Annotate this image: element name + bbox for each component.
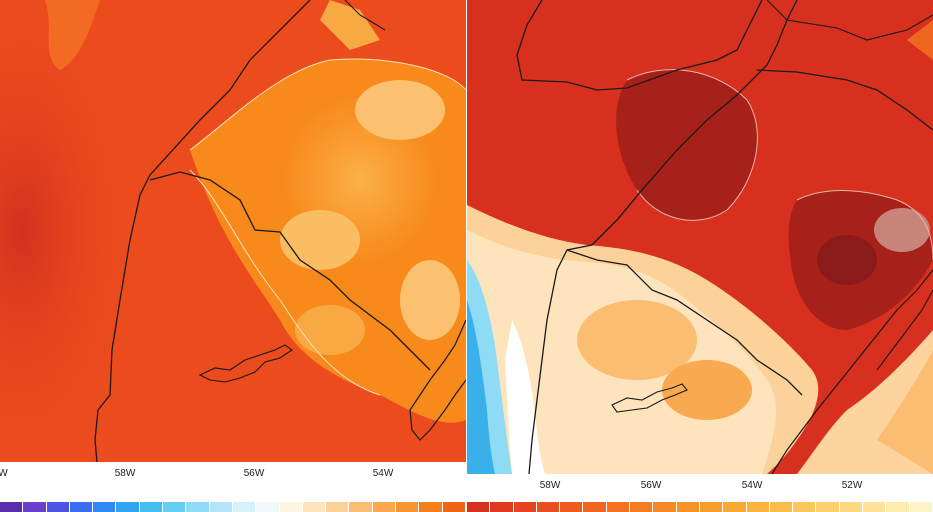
color-scale-swatch	[163, 502, 187, 512]
coastline	[409, 319, 466, 441]
map-panel-right: 58W 56W 54W 52W	[467, 0, 933, 512]
color-scale-swatch	[256, 502, 280, 512]
map-panel-left: W 58W 56W 54W	[0, 0, 466, 512]
color-scale-swatch	[46, 502, 70, 512]
color-scale-swatch	[209, 502, 233, 512]
color-scale-swatch	[793, 502, 817, 512]
color-scale-swatch	[139, 502, 164, 512]
color-scale-swatch	[513, 502, 537, 512]
color-scale-swatch	[0, 502, 24, 512]
state-border	[566, 249, 803, 396]
reservoir	[611, 383, 688, 413]
x-tick-label: 58W	[114, 468, 136, 479]
color-scale-swatch	[583, 502, 607, 512]
color-scale-swatch	[769, 502, 794, 512]
coastline	[876, 289, 933, 371]
country-border	[516, 0, 763, 91]
color-scale-swatch	[326, 502, 350, 512]
panel-divider	[466, 0, 467, 512]
state-border	[149, 171, 431, 371]
color-scale-swatch	[606, 502, 631, 512]
color-scale-swatch	[490, 502, 514, 512]
color-scale-swatch	[863, 502, 887, 512]
x-tick-label: W	[0, 468, 8, 479]
color-scale-swatch	[396, 502, 420, 512]
color-scale-swatch	[279, 502, 303, 512]
x-tick-label: 54W	[741, 480, 763, 491]
reservoir	[198, 344, 293, 383]
x-tick-label: 54W	[372, 468, 394, 479]
color-scale-swatch	[676, 502, 700, 512]
color-scale-swatch	[630, 502, 654, 512]
color-scale-swatch	[186, 502, 210, 512]
color-scale-bar-right	[467, 502, 933, 512]
color-scale-swatch	[232, 502, 257, 512]
color-scale-swatch	[419, 502, 443, 512]
color-scale-swatch	[746, 502, 770, 512]
coastline	[771, 269, 933, 474]
color-scale-swatch	[886, 502, 910, 512]
x-tick-label: 58W	[539, 480, 561, 491]
color-scale-swatch	[816, 502, 840, 512]
color-scale-swatch	[302, 502, 327, 512]
color-scale-swatch	[116, 502, 140, 512]
color-scale-swatch	[23, 502, 47, 512]
color-scale-swatch	[560, 502, 584, 512]
color-scale-swatch	[699, 502, 724, 512]
temperature-map-left	[0, 0, 466, 462]
x-tick-label: 52W	[841, 480, 863, 491]
color-scale-swatch	[839, 502, 864, 512]
color-scale-swatch	[467, 502, 491, 512]
country-border	[528, 0, 798, 474]
state-border	[756, 69, 933, 131]
color-scale-swatch	[723, 502, 747, 512]
country-border	[94, 0, 311, 462]
color-scale-swatch	[909, 502, 933, 512]
color-scale-swatch	[93, 502, 117, 512]
x-tick-label: 56W	[243, 468, 265, 479]
color-scale-swatch	[372, 502, 397, 512]
color-scale-swatch	[349, 502, 373, 512]
color-scale-bar-left	[0, 502, 466, 512]
color-scale-swatch	[69, 502, 94, 512]
color-scale-swatch	[536, 502, 561, 512]
color-scale-swatch	[442, 502, 466, 512]
temperature-map-right	[467, 0, 933, 474]
color-scale-swatch	[653, 502, 677, 512]
x-tick-label: 56W	[640, 480, 662, 491]
